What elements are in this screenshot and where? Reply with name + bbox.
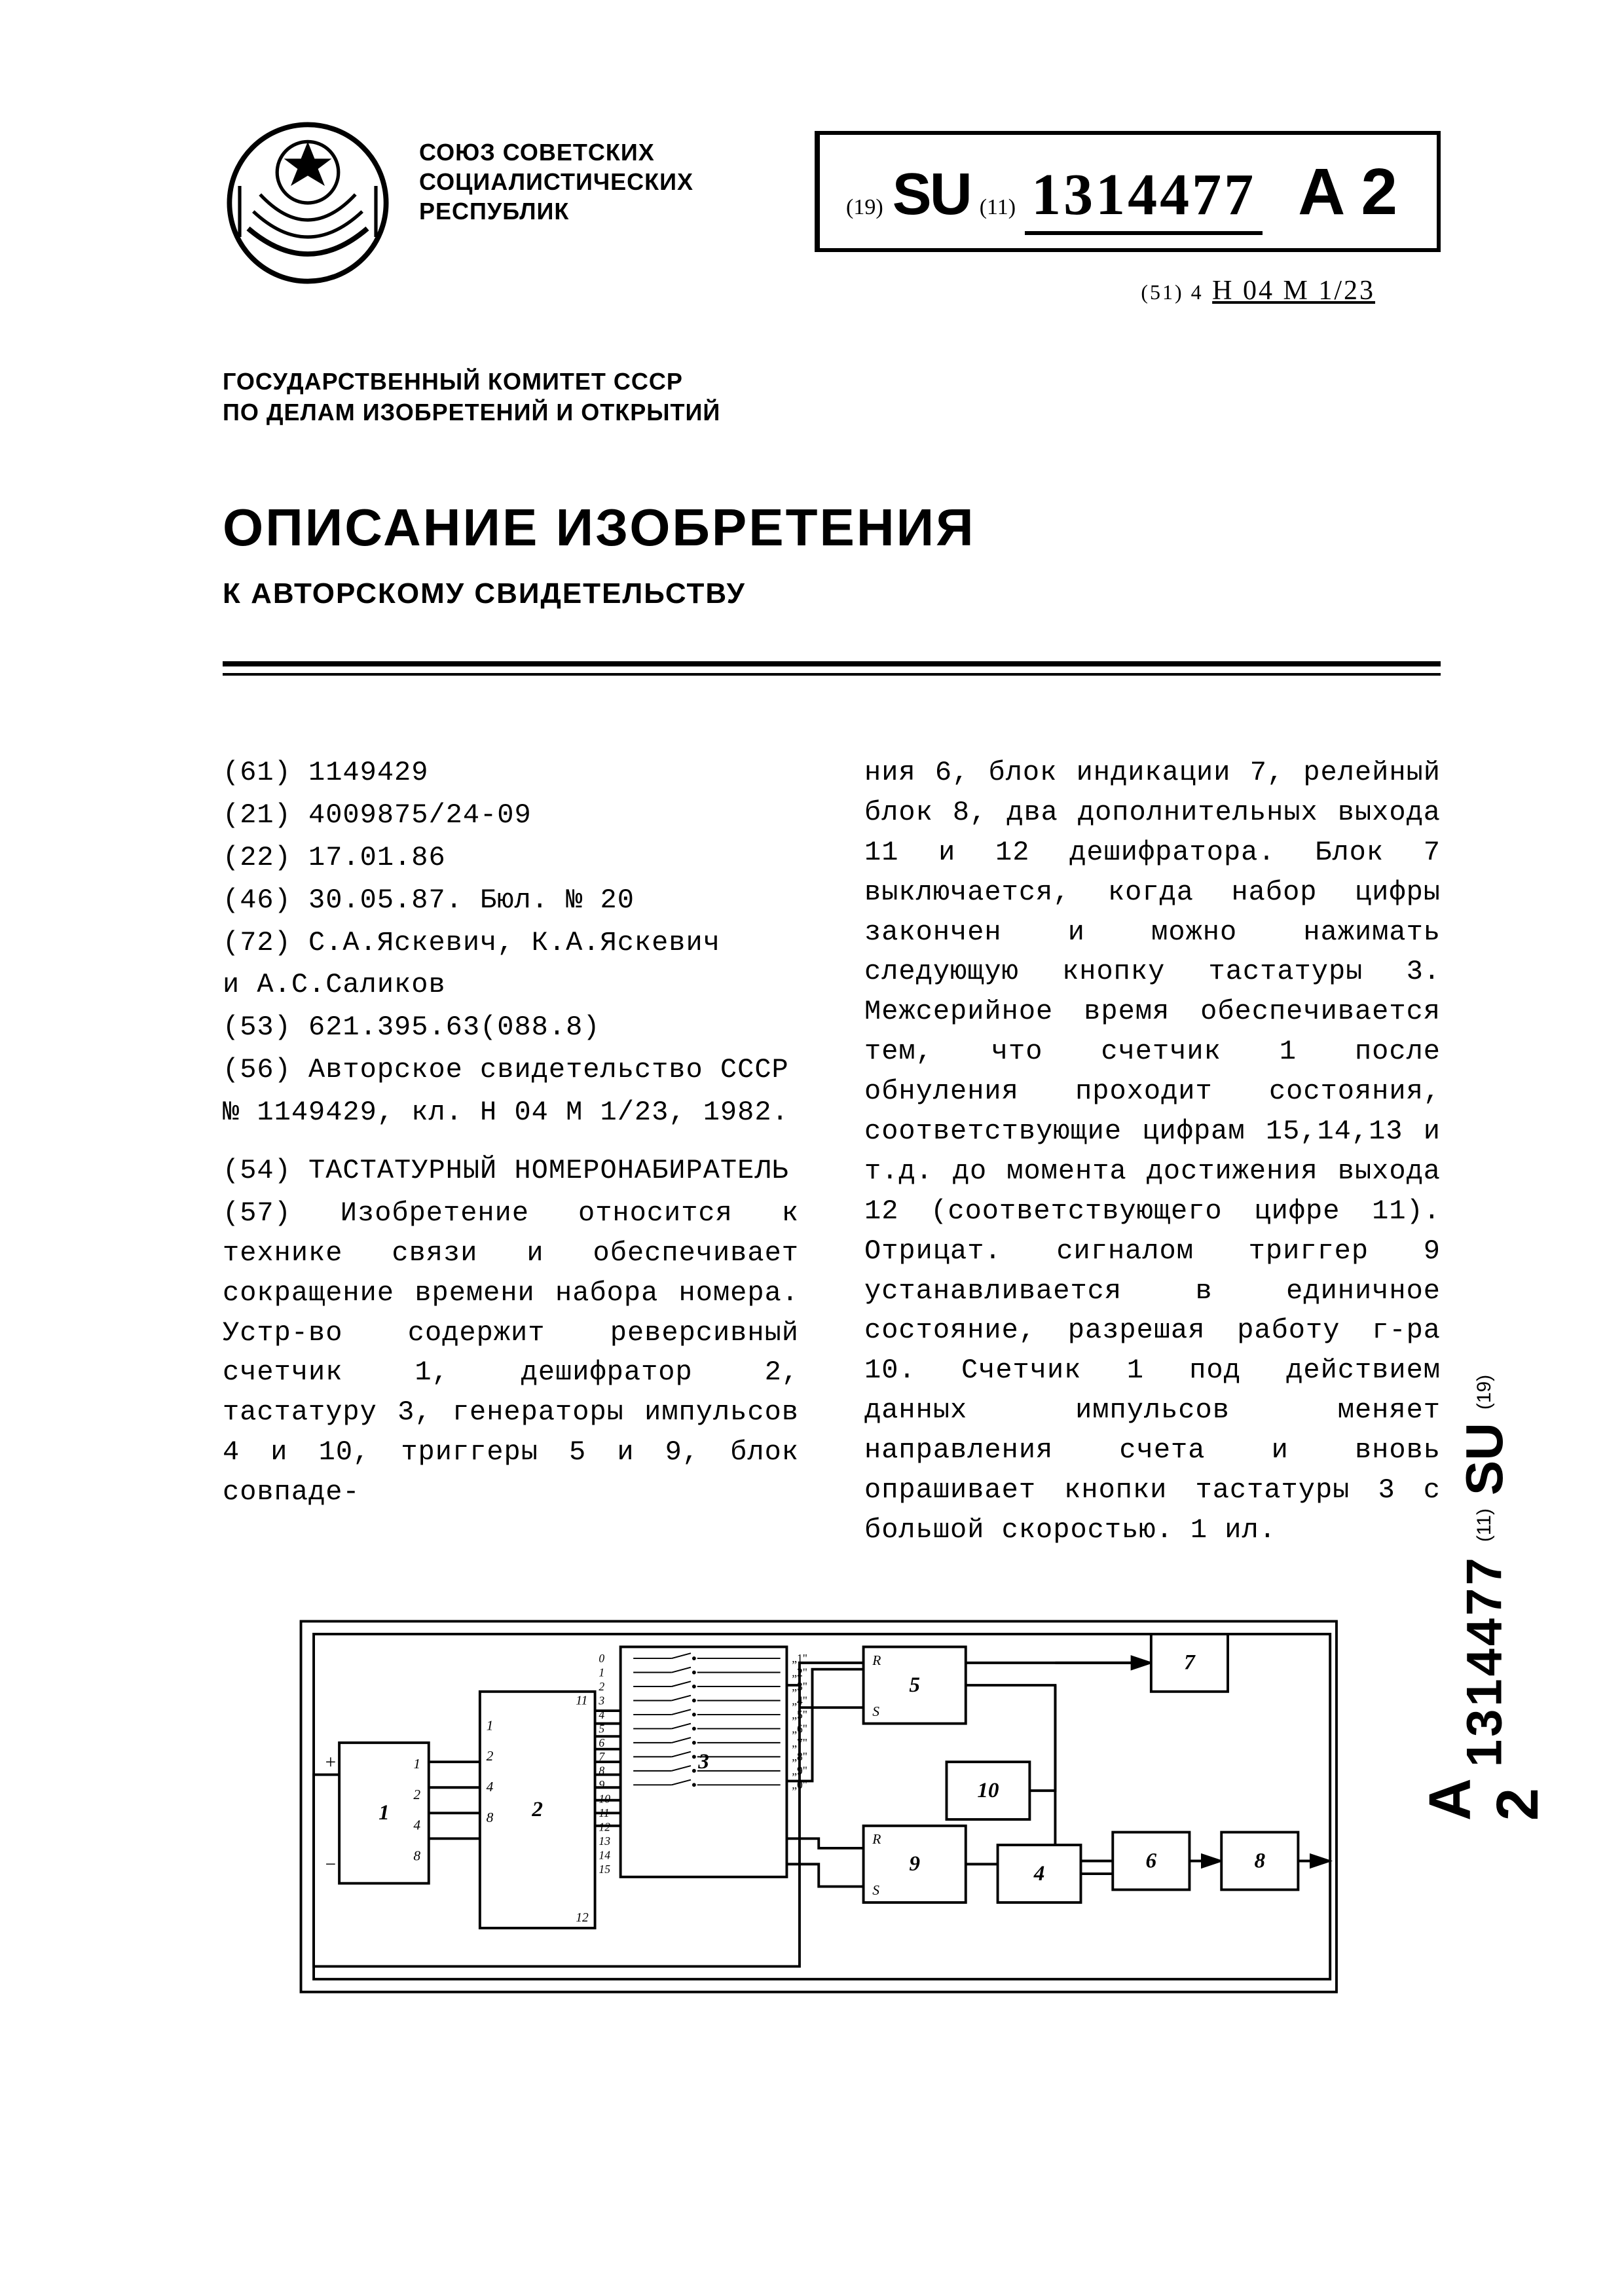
svg-text:„1": „1" xyxy=(792,1652,807,1665)
left-column: (61) 1149429 (21) 4009875/24-09 (22) 17.… xyxy=(223,753,799,1553)
committee-line: ПО ДЕЛАМ ИЗОБРЕТЕНИЙ И ОТКРЫТИЙ xyxy=(223,397,720,428)
svg-text:3: 3 xyxy=(598,1694,604,1707)
block-diagram: 1235RS9RS104678+−12481248012345678910111… xyxy=(288,1558,1362,2030)
right-column: ния 6, блок индикации 7, релейный блок 8… xyxy=(864,753,1441,1553)
main-title: ОПИСАНИЕ ИЗОБРЕТЕНИЯ xyxy=(223,498,1441,558)
kind-code: A 2 xyxy=(1298,155,1397,230)
svg-text:11: 11 xyxy=(576,1694,587,1707)
union-line: СОЮЗ СОВЕТСКИХ xyxy=(419,137,693,167)
committee-line: ГОСУДАРСТВЕННЫЙ КОМИТЕТ СССР xyxy=(223,367,720,397)
svg-text:3: 3 xyxy=(697,1749,709,1774)
svg-text:6: 6 xyxy=(599,1736,604,1749)
svg-text:5: 5 xyxy=(909,1673,920,1697)
ipc-value: H 04 M 1/23 xyxy=(1212,276,1375,306)
ipc-code: (51) 4 H 04 M 1/23 xyxy=(1141,275,1375,306)
field-56a: (56) Авторское свидетельство СССР xyxy=(223,1050,799,1090)
svg-text:„0": „0" xyxy=(792,1778,807,1791)
abstract-left: (57) Изобретение относится к технике свя… xyxy=(223,1194,799,1512)
svg-text:7: 7 xyxy=(1184,1650,1196,1675)
code-11: (11) xyxy=(980,195,1016,220)
svg-text:2: 2 xyxy=(531,1797,543,1821)
svg-text:„4": „4" xyxy=(792,1694,807,1707)
svg-text:11: 11 xyxy=(599,1806,609,1819)
svg-text:8: 8 xyxy=(1255,1848,1266,1872)
svg-text:15: 15 xyxy=(599,1863,610,1876)
publication-box: (19) SU (11) 1314477 A 2 xyxy=(815,131,1441,252)
svg-text:8: 8 xyxy=(599,1764,604,1777)
field-22: (22) 17.01.86 xyxy=(223,838,799,878)
svg-text:8: 8 xyxy=(487,1810,494,1825)
svg-text:9: 9 xyxy=(909,1851,920,1876)
svg-text:13: 13 xyxy=(599,1834,610,1848)
union-line: СОЦИАЛИСТИЧЕСКИХ xyxy=(419,167,693,196)
svg-text:R: R xyxy=(872,1652,881,1668)
svg-text:4: 4 xyxy=(1033,1861,1045,1886)
pub-number: 1314477 xyxy=(1025,161,1263,235)
svg-text:2: 2 xyxy=(487,1748,494,1764)
svg-text:4: 4 xyxy=(487,1779,494,1795)
svg-text:„5": „5" xyxy=(792,1708,807,1721)
svg-text:S: S xyxy=(872,1704,879,1719)
svg-text:2: 2 xyxy=(599,1680,604,1693)
svg-text:0: 0 xyxy=(599,1652,604,1665)
svg-text:4: 4 xyxy=(599,1708,604,1721)
svg-text:4: 4 xyxy=(413,1817,420,1833)
ipc-prefix: (51) 4 xyxy=(1141,280,1203,304)
svg-text:14: 14 xyxy=(599,1849,610,1862)
side-19: (19) xyxy=(1473,1375,1496,1410)
side-su: SU xyxy=(1454,1423,1515,1495)
side-kind: A 2 xyxy=(1417,1781,1552,1821)
svg-text:−: − xyxy=(325,1854,337,1875)
svg-text:12: 12 xyxy=(599,1821,610,1834)
svg-text:7: 7 xyxy=(599,1750,605,1763)
double-rule xyxy=(223,661,1441,676)
svg-text:1: 1 xyxy=(413,1756,420,1772)
svg-text:1: 1 xyxy=(599,1666,604,1679)
field-56b: № 1149429, кл. H 04 M 1/23, 1982. xyxy=(223,1093,799,1133)
svg-text:„7": „7" xyxy=(792,1736,807,1749)
union-text: СОЮЗ СОВЕТСКИХ СОЦИАЛИСТИЧЕСКИХ РЕСПУБЛИ… xyxy=(419,137,693,226)
svg-text:1: 1 xyxy=(487,1717,494,1733)
svg-text:12: 12 xyxy=(576,1911,589,1925)
field-53: (53) 621.395.63(088.8) xyxy=(223,1008,799,1048)
field-21: (21) 4009875/24-09 xyxy=(223,795,799,835)
field-61: (61) 1149429 xyxy=(223,753,799,793)
svg-text:„6": „6" xyxy=(792,1722,807,1735)
union-line: РЕСПУБЛИК xyxy=(419,196,693,226)
svg-text:10: 10 xyxy=(977,1778,999,1802)
title-block: ОПИСАНИЕ ИЗОБРЕТЕНИЯ К АВТОРСКОМУ СВИДЕТ… xyxy=(223,498,1441,610)
svg-text:S: S xyxy=(872,1882,879,1898)
field-72: (72) С.А.Яскевич, К.А.Яскевич xyxy=(223,923,799,963)
country-code: SU xyxy=(893,161,970,228)
svg-text:8: 8 xyxy=(413,1848,420,1864)
side-number: 1314477 xyxy=(1456,1556,1513,1768)
code-19: (19) xyxy=(846,195,883,220)
svg-text:9: 9 xyxy=(599,1778,604,1791)
svg-text:2: 2 xyxy=(413,1787,420,1802)
svg-text:5: 5 xyxy=(599,1722,604,1735)
svg-text:10: 10 xyxy=(599,1793,610,1806)
state-emblem xyxy=(223,118,393,288)
field-72b: и А.С.Саликов xyxy=(223,965,799,1005)
abstract-right: ния 6, блок индикации 7, релейный блок 8… xyxy=(864,753,1441,1550)
svg-text:„9": „9" xyxy=(792,1764,807,1777)
svg-text:6: 6 xyxy=(1146,1848,1157,1872)
field-54: (54) ТАСТАТУРНЫЙ НОМЕРОНАБИРАТЕЛЬ xyxy=(223,1151,799,1191)
committee-text: ГОСУДАРСТВЕННЫЙ КОМИТЕТ СССР ПО ДЕЛАМ ИЗ… xyxy=(223,367,720,428)
svg-text:1: 1 xyxy=(378,1800,390,1825)
svg-text:„3": „3" xyxy=(792,1680,807,1693)
text-columns: (61) 1149429 (21) 4009875/24-09 (22) 17.… xyxy=(223,753,1441,1553)
side-11: (11) xyxy=(1473,1509,1496,1542)
side-publication-code: A 2 1314477 (11) SU (19) xyxy=(1417,1375,1552,1821)
sub-title: К АВТОРСКОМУ СВИДЕТЕЛЬСТВУ xyxy=(223,577,1441,610)
svg-text:„2": „2" xyxy=(792,1666,807,1679)
svg-text:„8": „8" xyxy=(792,1750,807,1763)
field-46: (46) 30.05.87. Бюл. № 20 xyxy=(223,881,799,920)
svg-text:R: R xyxy=(872,1831,881,1847)
svg-text:+: + xyxy=(325,1752,337,1773)
